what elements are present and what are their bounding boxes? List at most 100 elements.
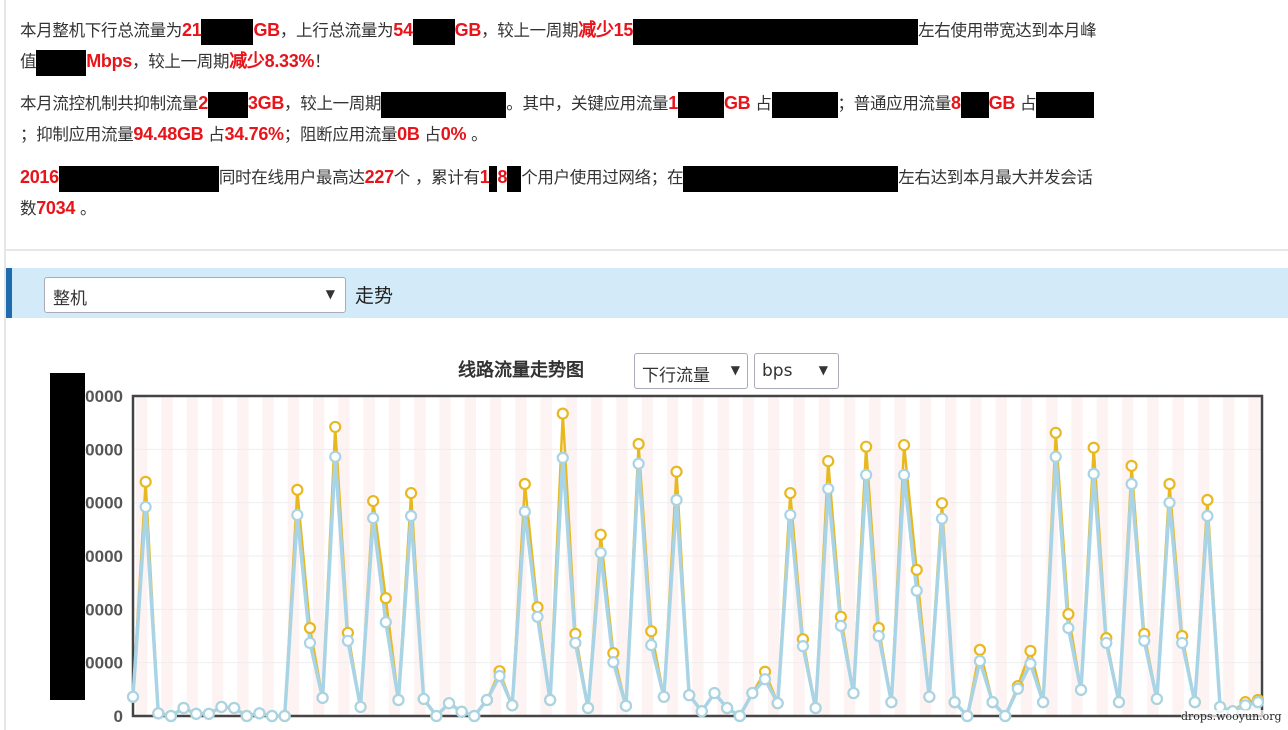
- data-point: [164, 709, 178, 723]
- data-point: [367, 512, 380, 525]
- data-point: [265, 709, 279, 723]
- data-point: [645, 638, 658, 652]
- data-point: [480, 693, 494, 707]
- data-point: [202, 707, 215, 720]
- chevron-down-icon: ▼: [730, 363, 740, 377]
- y-tick-label: 0000: [85, 494, 123, 513]
- data-point: [999, 709, 1012, 723]
- bandwidth-summary: 本月整机下行总流量为21 GB，上行总流量为54 GB，较上一周期减少15 左右使用带…: [20, 15, 1097, 77]
- direction-select[interactable]: 下行流量 ▼: [634, 353, 748, 389]
- data-point: [1125, 459, 1138, 472]
- data-point: [784, 508, 797, 522]
- data-point: [367, 494, 380, 508]
- data-point: [1049, 426, 1062, 439]
- data-point: [1087, 467, 1100, 480]
- data-point: [1062, 608, 1075, 621]
- data-point: [240, 709, 253, 723]
- data-point: [1024, 644, 1037, 658]
- section-label: 走势: [355, 285, 394, 307]
- scope-select[interactable]: 整机 ▼: [44, 277, 346, 313]
- summary-text: 本月整机下行总流量为: [20, 21, 183, 40]
- data-point: [1112, 696, 1126, 709]
- data-point: [860, 468, 873, 482]
- data-point: [1049, 450, 1062, 463]
- summary-text: 。: [75, 199, 97, 218]
- y-tick-label: 0000: [85, 600, 123, 619]
- data-point: [948, 696, 961, 709]
- direction-select-value: 下行流量: [642, 366, 710, 386]
- highlighted-value: 1: [479, 167, 490, 187]
- data-point: [897, 438, 911, 452]
- data-point: [1251, 696, 1265, 709]
- data-point: [860, 440, 873, 453]
- data-point: [973, 654, 987, 668]
- data-point: [822, 454, 835, 468]
- data-point: [670, 493, 683, 507]
- data-point: [607, 656, 620, 669]
- redaction-box: [58, 165, 219, 192]
- data-point: [1125, 477, 1138, 491]
- summary-text: ；阻断应用流量: [283, 125, 398, 144]
- y-tick-label: 0000: [85, 440, 123, 459]
- data-point: [493, 669, 506, 683]
- redaction-box: [36, 49, 87, 76]
- data-point: [556, 407, 569, 420]
- data-point: [417, 692, 430, 706]
- summary-text: 个 ，累计有: [393, 168, 480, 187]
- data-point: [1087, 441, 1100, 454]
- data-point: [784, 486, 797, 500]
- data-point: [1201, 509, 1214, 523]
- data-point: [531, 610, 544, 623]
- data-point: [126, 690, 140, 703]
- data-point: [683, 689, 696, 702]
- summary-text: ；抑制应用流量: [20, 125, 134, 144]
- plot-frame: [131, 394, 1264, 718]
- data-point: [430, 709, 443, 723]
- data-point: [1024, 657, 1037, 670]
- data-point: [329, 450, 342, 463]
- data-point: [1150, 692, 1163, 706]
- data-point: [329, 420, 342, 434]
- data-point: [518, 477, 531, 491]
- redaction-box: [381, 91, 507, 118]
- data-point: [834, 619, 847, 632]
- summary-text: ，较上一周期: [284, 94, 382, 113]
- chevron-down-icon: ▼: [818, 363, 828, 377]
- summary-text: 占: [419, 125, 442, 144]
- data-point: [442, 697, 456, 710]
- data-point: [139, 500, 152, 514]
- summary-text: 数: [20, 199, 37, 218]
- redaction-box: [489, 165, 498, 192]
- highlighted-value: 8: [497, 167, 508, 187]
- highlighted-value: 227: [364, 167, 394, 187]
- highlighted-value: 21: [182, 20, 202, 40]
- summary-text: 值: [20, 52, 37, 71]
- data-point: [733, 709, 746, 723]
- summary-text: ，较上一周期: [481, 21, 579, 40]
- data-point: [771, 697, 784, 710]
- data-point: [518, 505, 531, 518]
- summary-text: 左右使用带宽达到本月峰: [918, 21, 1097, 40]
- unit-select[interactable]: bps ▼: [754, 353, 839, 389]
- data-point: [404, 509, 418, 523]
- data-point: [177, 701, 190, 715]
- data-point: [455, 705, 468, 718]
- data-point: [1074, 683, 1088, 696]
- data-point: [632, 457, 645, 470]
- data-point: [708, 686, 721, 700]
- redaction-box: [633, 18, 919, 45]
- unit-select-value: bps: [762, 361, 793, 381]
- data-point: [1037, 696, 1050, 709]
- data-point: [316, 691, 329, 704]
- data-point: [291, 508, 304, 522]
- highlighted-value: 34.76%: [224, 124, 285, 144]
- summary-text: ；普通应用流量: [837, 94, 952, 113]
- data-point: [215, 700, 228, 714]
- data-point: [139, 475, 152, 488]
- data-point: [1163, 496, 1176, 509]
- redaction-box: [960, 91, 989, 118]
- redaction-box: [771, 91, 838, 118]
- highlighted-value: 0%: [440, 124, 467, 144]
- data-point: [657, 690, 670, 703]
